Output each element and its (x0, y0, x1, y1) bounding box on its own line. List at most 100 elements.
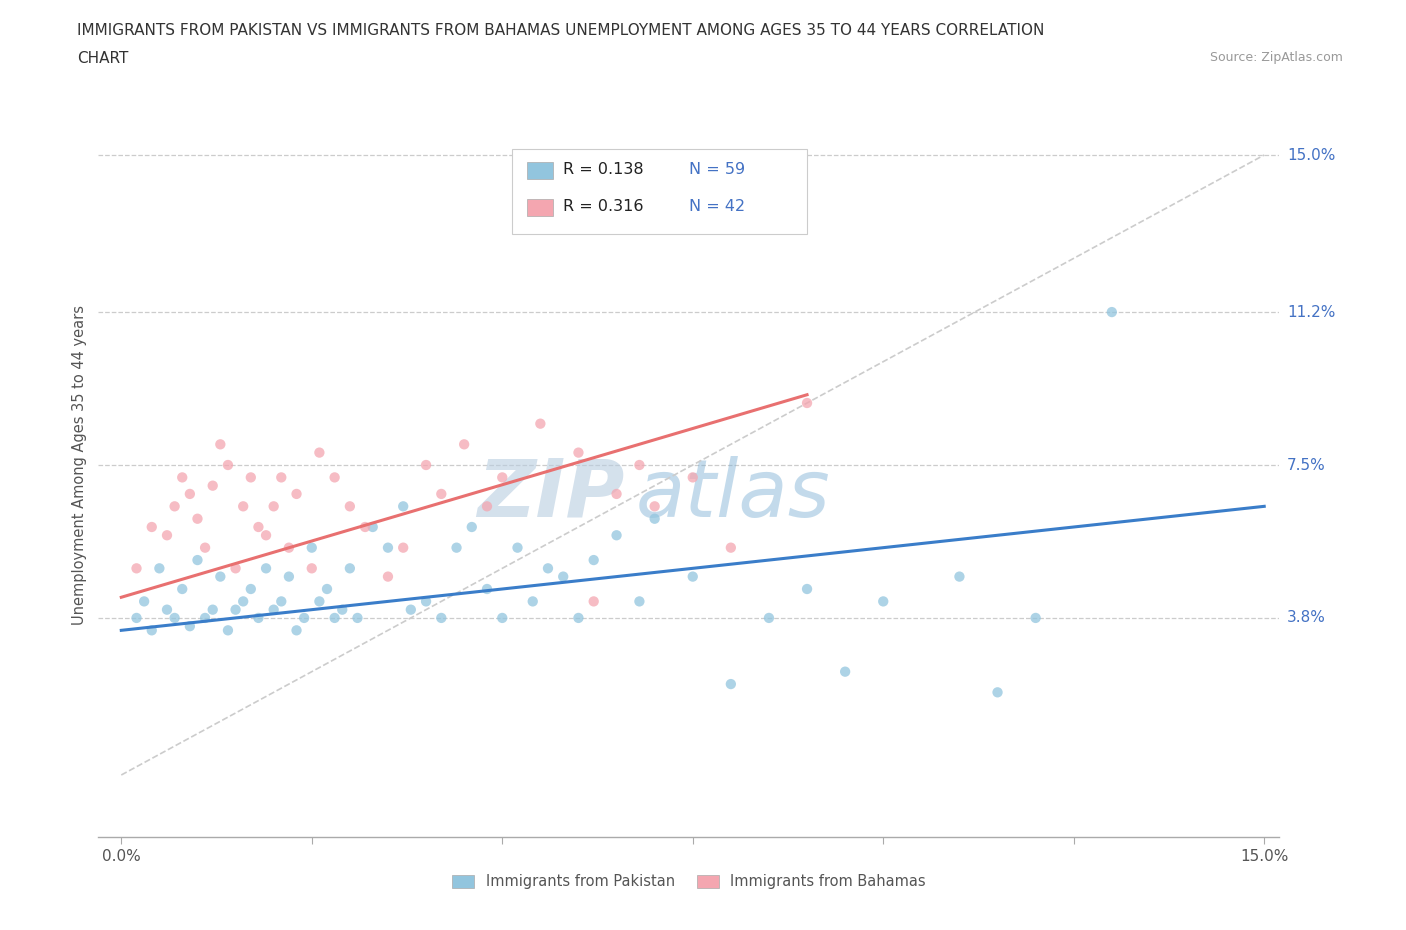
Point (308, 445, 330, 460)
Point (377, 569, 399, 584)
Point (720, 540, 742, 555)
Point (247, 520, 270, 535)
Point (361, 520, 384, 535)
Point (270, 470, 292, 485)
Point (301, 540, 323, 555)
Point (796, 581, 818, 596)
Point (339, 498, 361, 513)
Point (179, 486, 201, 501)
Point (582, 552, 605, 567)
Text: CHART: CHART (77, 51, 129, 66)
Point (179, 618, 201, 633)
Point (339, 561, 361, 576)
Point (263, 498, 285, 513)
Point (232, 594, 254, 609)
Text: N = 59: N = 59 (689, 162, 745, 177)
Point (606, 486, 628, 501)
Point (172, 470, 194, 485)
Point (399, 603, 422, 618)
Text: Source: ZipAtlas.com: Source: ZipAtlas.com (1209, 51, 1343, 64)
Point (225, 561, 247, 576)
Point (323, 610, 346, 625)
Point (141, 520, 163, 535)
Point (682, 569, 704, 584)
Text: atlas: atlas (636, 456, 831, 534)
Point (392, 498, 415, 513)
Point (277, 540, 299, 555)
Point (346, 610, 368, 625)
Point (247, 610, 270, 625)
Point (834, 664, 856, 679)
Y-axis label: Unemployment Among Ages 35 to 44 years: Unemployment Among Ages 35 to 44 years (72, 305, 87, 625)
Bar (527, 199, 553, 216)
Point (537, 561, 560, 576)
Point (239, 470, 262, 485)
Point (156, 528, 179, 543)
Point (529, 417, 551, 432)
Point (141, 623, 163, 638)
Point (461, 520, 484, 535)
Point (134, 594, 156, 609)
Point (148, 561, 170, 576)
Point (567, 445, 589, 460)
Point (582, 594, 605, 609)
Point (720, 677, 742, 692)
FancyBboxPatch shape (512, 149, 807, 234)
Point (446, 540, 468, 555)
Point (217, 458, 239, 472)
Point (201, 478, 224, 493)
Point (163, 498, 186, 513)
Point (254, 561, 277, 576)
Text: IMMIGRANTS FROM PAKISTAN VS IMMIGRANTS FROM BAHAMAS UNEMPLOYMENT AMONG AGES 35 T: IMMIGRANTS FROM PAKISTAN VS IMMIGRANTS F… (77, 23, 1045, 38)
Point (209, 569, 232, 584)
Point (232, 498, 254, 513)
Point (758, 222, 780, 237)
Point (172, 581, 194, 596)
Point (606, 528, 628, 543)
Point (553, 569, 575, 584)
Bar (527, 162, 553, 179)
Text: 3.8%: 3.8% (1286, 610, 1326, 626)
Point (163, 610, 186, 625)
Point (217, 623, 239, 638)
Point (506, 540, 529, 555)
Point (301, 561, 323, 576)
Point (270, 594, 292, 609)
Point (285, 486, 308, 501)
Text: 11.2%: 11.2% (1286, 304, 1336, 320)
Point (948, 569, 970, 584)
Point (1025, 610, 1047, 625)
Point (628, 458, 651, 472)
Text: 7.5%: 7.5% (1286, 458, 1326, 472)
Point (354, 520, 377, 535)
Point (475, 498, 498, 513)
Point (682, 470, 704, 485)
Point (644, 512, 666, 526)
Point (186, 552, 208, 567)
Text: R = 0.138: R = 0.138 (562, 162, 643, 177)
Point (522, 594, 544, 609)
Text: 15.0%: 15.0% (1286, 148, 1336, 163)
Point (415, 458, 437, 472)
Point (156, 603, 179, 618)
Point (292, 610, 315, 625)
Point (201, 603, 224, 618)
Point (225, 603, 247, 618)
Point (567, 610, 589, 625)
Point (194, 610, 217, 625)
Point (330, 603, 353, 618)
Point (194, 540, 217, 555)
Point (239, 581, 262, 596)
Point (430, 610, 453, 625)
Point (491, 470, 513, 485)
Point (475, 581, 498, 596)
Point (796, 395, 818, 410)
Point (453, 437, 475, 452)
Point (125, 561, 148, 576)
Text: N = 42: N = 42 (689, 199, 745, 214)
Point (209, 437, 232, 452)
Point (254, 528, 277, 543)
Text: R = 0.316: R = 0.316 (562, 199, 643, 214)
Point (186, 512, 208, 526)
Point (872, 594, 894, 609)
